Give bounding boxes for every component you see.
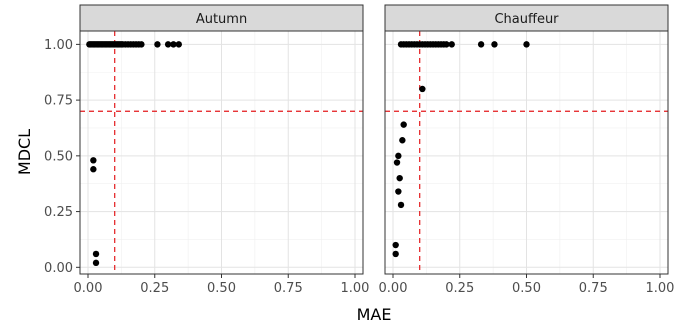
data-point [393, 159, 401, 166]
data-point [477, 41, 485, 48]
x-tick-label: 0.75 [579, 281, 608, 296]
data-point [396, 174, 403, 182]
data-point [395, 188, 402, 195]
data-point [175, 41, 182, 48]
y-tick-label: 0.25 [44, 205, 73, 220]
data-point [491, 41, 498, 48]
panel-chauffeur: Chauffeur 0.00 0.25 0.50 0.75 1.00 [379, 4, 675, 296]
y-axis-title: MDCL [15, 129, 34, 175]
data-point [92, 259, 100, 267]
data-point [138, 41, 145, 48]
y-tick-label: 0.75 [44, 94, 73, 109]
data-point [395, 152, 402, 160]
data-point [397, 201, 405, 209]
data-point [170, 41, 177, 48]
data-point [419, 85, 426, 93]
data-point [400, 121, 407, 128]
x-tick-label: 1.00 [341, 281, 370, 296]
data-point [399, 137, 406, 144]
data-point [448, 41, 455, 48]
data-point [392, 250, 399, 258]
data-point [92, 250, 100, 258]
x-tick-label: 0.00 [74, 281, 103, 296]
x-tick-label: 0.50 [512, 281, 541, 296]
x-tick-label: 0.50 [207, 281, 236, 296]
y-tick-label: 0.00 [44, 261, 73, 276]
data-point [90, 157, 97, 164]
y-tick-label: 0.50 [44, 149, 73, 164]
data-point [443, 41, 450, 48]
data-point [90, 166, 97, 173]
data-point [164, 41, 172, 48]
x-tick-label: 1.00 [646, 281, 675, 296]
data-point [392, 241, 399, 249]
x-tick-label: 0.00 [379, 281, 408, 296]
facet-strip-label: Chauffeur [494, 12, 559, 27]
x-tick-label: 0.25 [140, 281, 169, 296]
y-axis: 0.00 0.25 0.50 0.75 1.00 [44, 38, 80, 276]
facet-strip [384, 4, 669, 32]
panels-layer: Autumn 0.00 0.25 0.50 0.75 1.00 Chauffeur 0.00 0… [74, 4, 675, 296]
y-tick-label: 1.00 [44, 38, 73, 53]
x-axis-title: MAE [357, 305, 392, 324]
data-point [154, 41, 161, 48]
x-tick-label: 0.25 [445, 281, 474, 296]
facet-strip [79, 4, 364, 32]
data-point [523, 41, 530, 48]
x-tick-label: 0.75 [274, 281, 303, 296]
panel-autumn: Autumn 0.00 0.25 0.50 0.75 1.00 [74, 4, 370, 296]
facet-strip-label: Autumn [196, 12, 247, 27]
